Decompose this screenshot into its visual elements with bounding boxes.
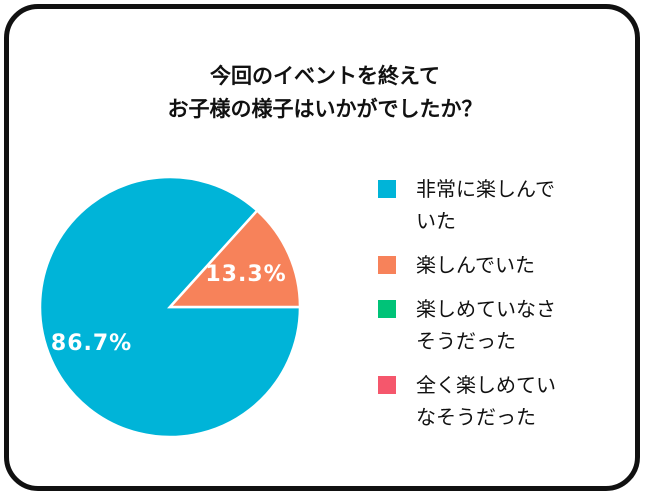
pie-slice-enjoyed bbox=[167, 208, 302, 309]
legend-label-line: そうだった bbox=[416, 329, 516, 353]
legend-label-line: いた bbox=[416, 209, 456, 233]
legend-label-line: 楽しんでいた bbox=[416, 253, 535, 277]
legend-label-line: 楽しめていなさ bbox=[416, 297, 556, 321]
pie-slices bbox=[38, 175, 302, 439]
legend-item-enjoyed: 楽しんでいた bbox=[378, 249, 618, 281]
data-label-enjoyed: 13.3% bbox=[205, 262, 286, 287]
chart-title-line-2: お子様の様子はいかがでしたか？ bbox=[167, 97, 483, 121]
legend-label-line: 全く楽しめてい bbox=[416, 373, 556, 397]
legend-item-very-enjoyed: 非常に楽しんで いた bbox=[378, 173, 618, 237]
legend-item-not-enjoying-at-all: 全く楽しめてい なそうだった bbox=[378, 369, 618, 433]
legend-swatch bbox=[378, 256, 396, 274]
legend-label-line: 非常に楽しんで bbox=[416, 177, 555, 201]
legend: 非常に楽しんで いた 楽しんでいた 楽しめていなさ そうだった 全く楽しめてい … bbox=[378, 173, 618, 445]
legend-swatch bbox=[378, 376, 396, 394]
data-label-very-enjoyed: 86.7% bbox=[51, 331, 132, 356]
legend-item-seemed-not-enjoying: 楽しめていなさ そうだった bbox=[378, 293, 618, 357]
legend-label-line: なそうだった bbox=[416, 405, 536, 429]
chart-title: 今回のイベントを終えて お子様の様子はいかがでしたか？ bbox=[0, 60, 650, 126]
pie-data-labels: 86.7% 13.3% bbox=[51, 262, 286, 356]
legend-swatch bbox=[378, 180, 396, 198]
legend-swatch bbox=[378, 300, 396, 318]
chart-title-line-1: 今回のイベントを終えて bbox=[210, 64, 440, 88]
